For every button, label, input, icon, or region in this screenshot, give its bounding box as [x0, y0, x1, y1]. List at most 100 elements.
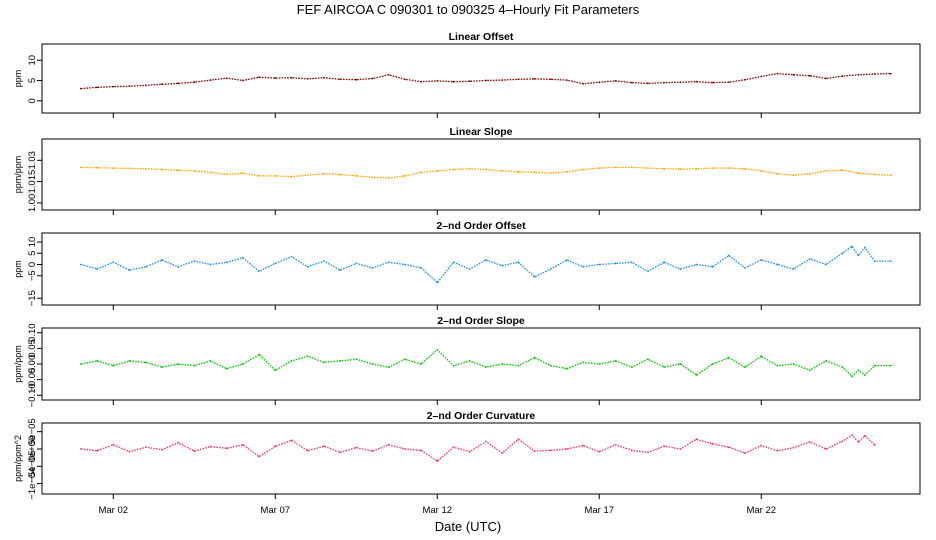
- data-point: [808, 441, 811, 443]
- data-point: [258, 353, 260, 356]
- data-point: [776, 72, 779, 75]
- data-point: [225, 367, 228, 370]
- data-point: [566, 79, 568, 81]
- data-point: [144, 167, 147, 170]
- data-point: [549, 78, 552, 81]
- panel-3: 2–nd Order Offset ppm −15 −5 0 5 10: [13, 220, 921, 310]
- data-point: [825, 448, 827, 450]
- data-point: [851, 375, 853, 378]
- data-point: [274, 445, 277, 448]
- panel-5: 2–nd Order Curvature ppm/ppm^2 −1e−04−5e−0…: [13, 410, 921, 516]
- data-point: [355, 78, 358, 81]
- data-point: [663, 445, 665, 448]
- data-point: [582, 168, 584, 171]
- data-point: [485, 259, 487, 261]
- panels-container: Linear Offset ppm 0 5 10 Linear Slope ppm/ppm 1…: [13, 31, 921, 516]
- data-point: [306, 449, 309, 452]
- data-point: [323, 445, 325, 448]
- data-point: [841, 440, 844, 443]
- data-point: [339, 78, 341, 81]
- data-point: [598, 167, 601, 170]
- data-point: [404, 175, 406, 177]
- data-point: [566, 259, 568, 261]
- data-point: [825, 77, 827, 80]
- data-point: [209, 445, 212, 448]
- data-point: [177, 82, 180, 85]
- data-point: [533, 78, 536, 80]
- data-point: [144, 361, 147, 364]
- y-tick-label: 0: [27, 262, 38, 267]
- y-tick-label: −5e−05: [27, 450, 38, 482]
- data-point: [290, 255, 293, 258]
- data-points: [80, 166, 892, 179]
- data-point: [647, 167, 649, 170]
- data-point: [857, 369, 860, 372]
- data-point: [80, 166, 82, 169]
- data-point: [144, 265, 147, 268]
- data-point: [630, 449, 633, 452]
- data-point: [760, 75, 763, 78]
- data-point: [274, 262, 277, 265]
- data-point: [841, 252, 844, 255]
- data-point: [549, 364, 552, 367]
- data-point: [258, 175, 260, 177]
- data-point: [630, 261, 633, 264]
- data-point: [96, 268, 98, 270]
- data-point: [533, 450, 536, 452]
- data-point: [695, 167, 698, 170]
- data-point: [873, 260, 876, 262]
- data-point: [744, 366, 746, 368]
- data-point: [889, 260, 892, 262]
- panel-frame: [41, 232, 921, 306]
- data-point: [792, 446, 795, 449]
- data-point: [792, 73, 795, 76]
- data-point: [582, 361, 584, 364]
- data-point: [387, 366, 390, 368]
- data-point: [96, 360, 98, 362]
- data-point: [209, 360, 212, 362]
- data-point: [851, 434, 853, 436]
- data-point: [760, 259, 763, 261]
- data-point: [177, 363, 180, 365]
- data-point: [711, 363, 714, 365]
- y-axis-label: ppm/ppm: [13, 156, 23, 194]
- data-point: [436, 80, 439, 82]
- data-point: [695, 438, 698, 441]
- data-points: [80, 72, 892, 90]
- data-point: [727, 446, 730, 449]
- data-point: [323, 260, 325, 262]
- data-point: [873, 73, 876, 75]
- data-point: [323, 172, 325, 175]
- data-point: [177, 265, 180, 268]
- data-point: [825, 263, 827, 266]
- data-point: [387, 261, 390, 264]
- y-tick-label: −0.10: [27, 383, 38, 407]
- data-point: [177, 169, 180, 172]
- data-point: [420, 363, 422, 365]
- data-point: [663, 261, 665, 264]
- data-point: [306, 174, 309, 177]
- y-tick-label: 1.03: [27, 151, 38, 170]
- data-point: [792, 268, 795, 270]
- data-point: [485, 366, 487, 368]
- data-point: [306, 265, 309, 268]
- data-point: [420, 267, 422, 269]
- data-point: [711, 81, 714, 84]
- data-point: [873, 443, 876, 446]
- data-point: [679, 448, 682, 450]
- y-tick-label: 0.10: [27, 323, 38, 342]
- data-point: [614, 80, 617, 82]
- data-point: [517, 78, 520, 81]
- data-point: [355, 446, 358, 449]
- data-point: [760, 355, 763, 358]
- data-point: [355, 175, 358, 177]
- data-point: [808, 369, 811, 372]
- y-tick-label: 1.00: [27, 194, 38, 213]
- data-point: [679, 168, 682, 171]
- data-point: [468, 360, 471, 362]
- panel-frame: [41, 422, 921, 495]
- data-point: [80, 263, 82, 266]
- panel-frame: [41, 138, 921, 211]
- data-point: [760, 444, 763, 447]
- data-point: [851, 245, 853, 248]
